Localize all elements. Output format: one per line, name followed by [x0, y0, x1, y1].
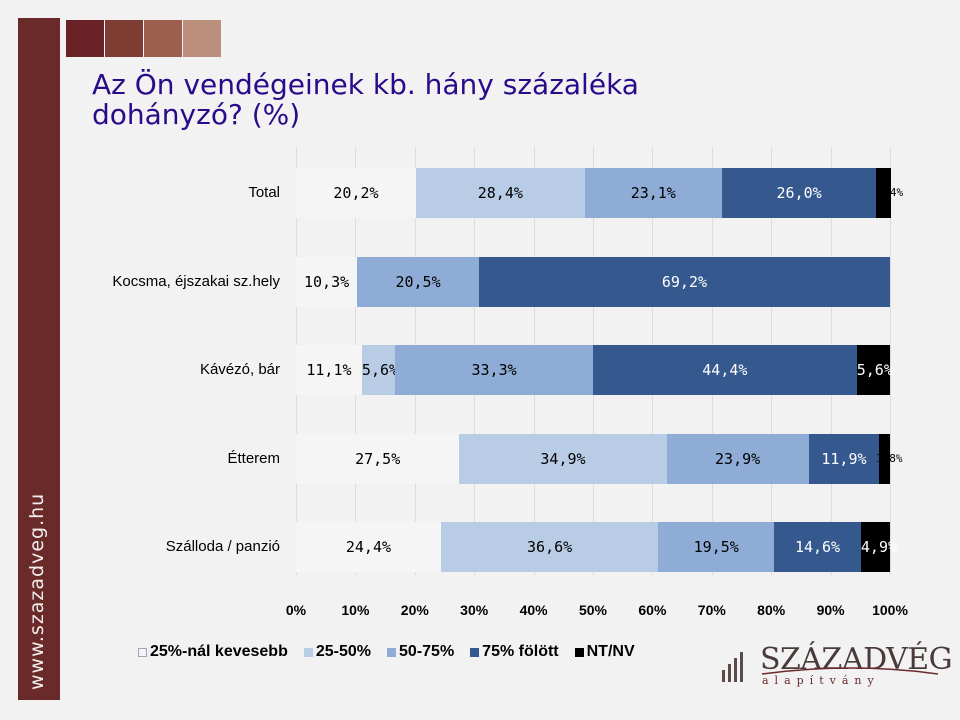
data-label: 20,5% — [395, 272, 441, 291]
header-square — [183, 20, 221, 57]
data-label: 10,3% — [304, 272, 350, 291]
data-label: 24,4% — [345, 538, 392, 556]
sidebar-band — [18, 18, 60, 700]
x-tick-label: 50% — [578, 602, 608, 618]
data-label: 5,6% — [856, 361, 893, 379]
x-tick-label: 20% — [400, 602, 429, 618]
bar-segment — [774, 522, 861, 572]
slide-title: Az Ön vendégeinek kb. hány százaléka doh… — [92, 70, 712, 130]
category-label: Total — [248, 184, 280, 201]
bar-segment — [876, 168, 891, 218]
category-label: Szálloda / panzió — [165, 538, 280, 555]
header-square — [144, 20, 182, 57]
legend-swatch — [387, 647, 397, 657]
data-label: 11,1% — [306, 361, 352, 379]
bar-segment — [395, 345, 593, 395]
legend-label: 75% fölött — [482, 643, 559, 660]
chart-legend: 25%-nál kevesebb 25-50% 50-75% 75% fölött NT… — [138, 641, 651, 663]
header-square — [105, 20, 143, 57]
data-label: 20,2% — [333, 184, 379, 202]
bar-segment — [440, 522, 659, 572]
x-tick-label: 10% — [341, 602, 370, 618]
x-tick-label: 60% — [638, 602, 667, 618]
bar-segment — [296, 433, 460, 484]
legend-label: 25-50% — [315, 643, 372, 660]
slide-title-line-2: dohányzó? (%) — [92, 98, 301, 131]
legend-swatch — [574, 647, 584, 657]
slide-title-line-1: Az Ön vendégeinek kb. hány százaléka — [92, 68, 639, 101]
data-label: 44,4% — [702, 361, 748, 379]
x-tick-label: 90% — [816, 602, 845, 618]
data-label: 5,6% — [361, 361, 399, 379]
bar-segment — [666, 433, 809, 484]
data-label: 19,5% — [693, 538, 739, 556]
logo-swoosh-icon — [761, 667, 939, 675]
data-label: 26,0% — [776, 184, 822, 202]
x-tick-label: 70% — [697, 602, 726, 618]
bar-segment — [856, 345, 890, 395]
legend-swatch — [303, 647, 313, 657]
bar-segment — [361, 345, 396, 395]
data-label: 36,6% — [527, 538, 573, 556]
x-tick-label: 80% — [757, 602, 786, 618]
legend-swatch — [138, 647, 147, 657]
bar-segment — [296, 256, 358, 307]
legend-swatch — [470, 647, 480, 657]
category-label: Étterem — [227, 449, 280, 467]
bar-segment — [459, 433, 667, 484]
logo-subtitle: alapítvány — [762, 674, 880, 687]
legend-item: 25-50% — [303, 643, 372, 661]
category-label: Kávézó, bár — [199, 361, 280, 378]
header-square — [66, 20, 104, 57]
bar-segment — [860, 522, 890, 572]
data-label: 11,9% — [821, 449, 867, 468]
bar-segment — [478, 256, 890, 307]
x-tick-label: 30% — [460, 602, 489, 618]
legend-item: NT/NV — [574, 643, 635, 661]
data-label: 23,1% — [630, 184, 676, 202]
category-label: Kocsma, éjszakai sz.hely — [112, 272, 280, 290]
sidebar-website-text: www.szazadveg.hu — [26, 492, 48, 690]
bar-segment — [593, 345, 857, 395]
data-label: 33,3% — [471, 361, 517, 379]
bar-segment — [584, 168, 722, 218]
data-label: 1,8% — [876, 451, 903, 465]
data-label: 34,9% — [540, 449, 586, 468]
data-label: 14,6% — [794, 538, 841, 556]
x-tick-label: 0% — [285, 602, 307, 618]
legend-label: 25%-nál kevesebb — [150, 643, 288, 660]
legend-label: 50-75% — [399, 643, 455, 660]
legend-item: 75% fölött — [470, 643, 559, 661]
bar-segment — [721, 168, 877, 218]
legend-item: 25%-nál kevesebb — [138, 643, 288, 661]
x-tick-label: 100% — [872, 602, 908, 618]
bar-segment — [296, 345, 362, 395]
bar-segment — [879, 433, 890, 484]
legend-item: 50-75% — [387, 643, 454, 661]
bar-segment — [415, 168, 585, 218]
bar-segment — [808, 433, 880, 484]
bar-segment — [658, 522, 775, 572]
chart-gridline — [890, 147, 891, 575]
data-label: 4,9% — [860, 538, 898, 556]
bar-segment — [296, 522, 441, 572]
data-label: 2,4% — [876, 186, 904, 199]
data-label: 27,5% — [355, 449, 401, 468]
legend-label: NT/NV — [586, 643, 635, 660]
x-tick-label: 40% — [519, 602, 548, 618]
data-label: 28,4% — [477, 184, 523, 202]
bar-segment — [357, 256, 479, 307]
data-label: 69,2% — [661, 272, 708, 291]
data-label: 23,9% — [715, 449, 761, 468]
bar-segment — [296, 168, 416, 218]
szazadveg-logo: SZÁZADVÉG alapítvány — [720, 640, 953, 692]
